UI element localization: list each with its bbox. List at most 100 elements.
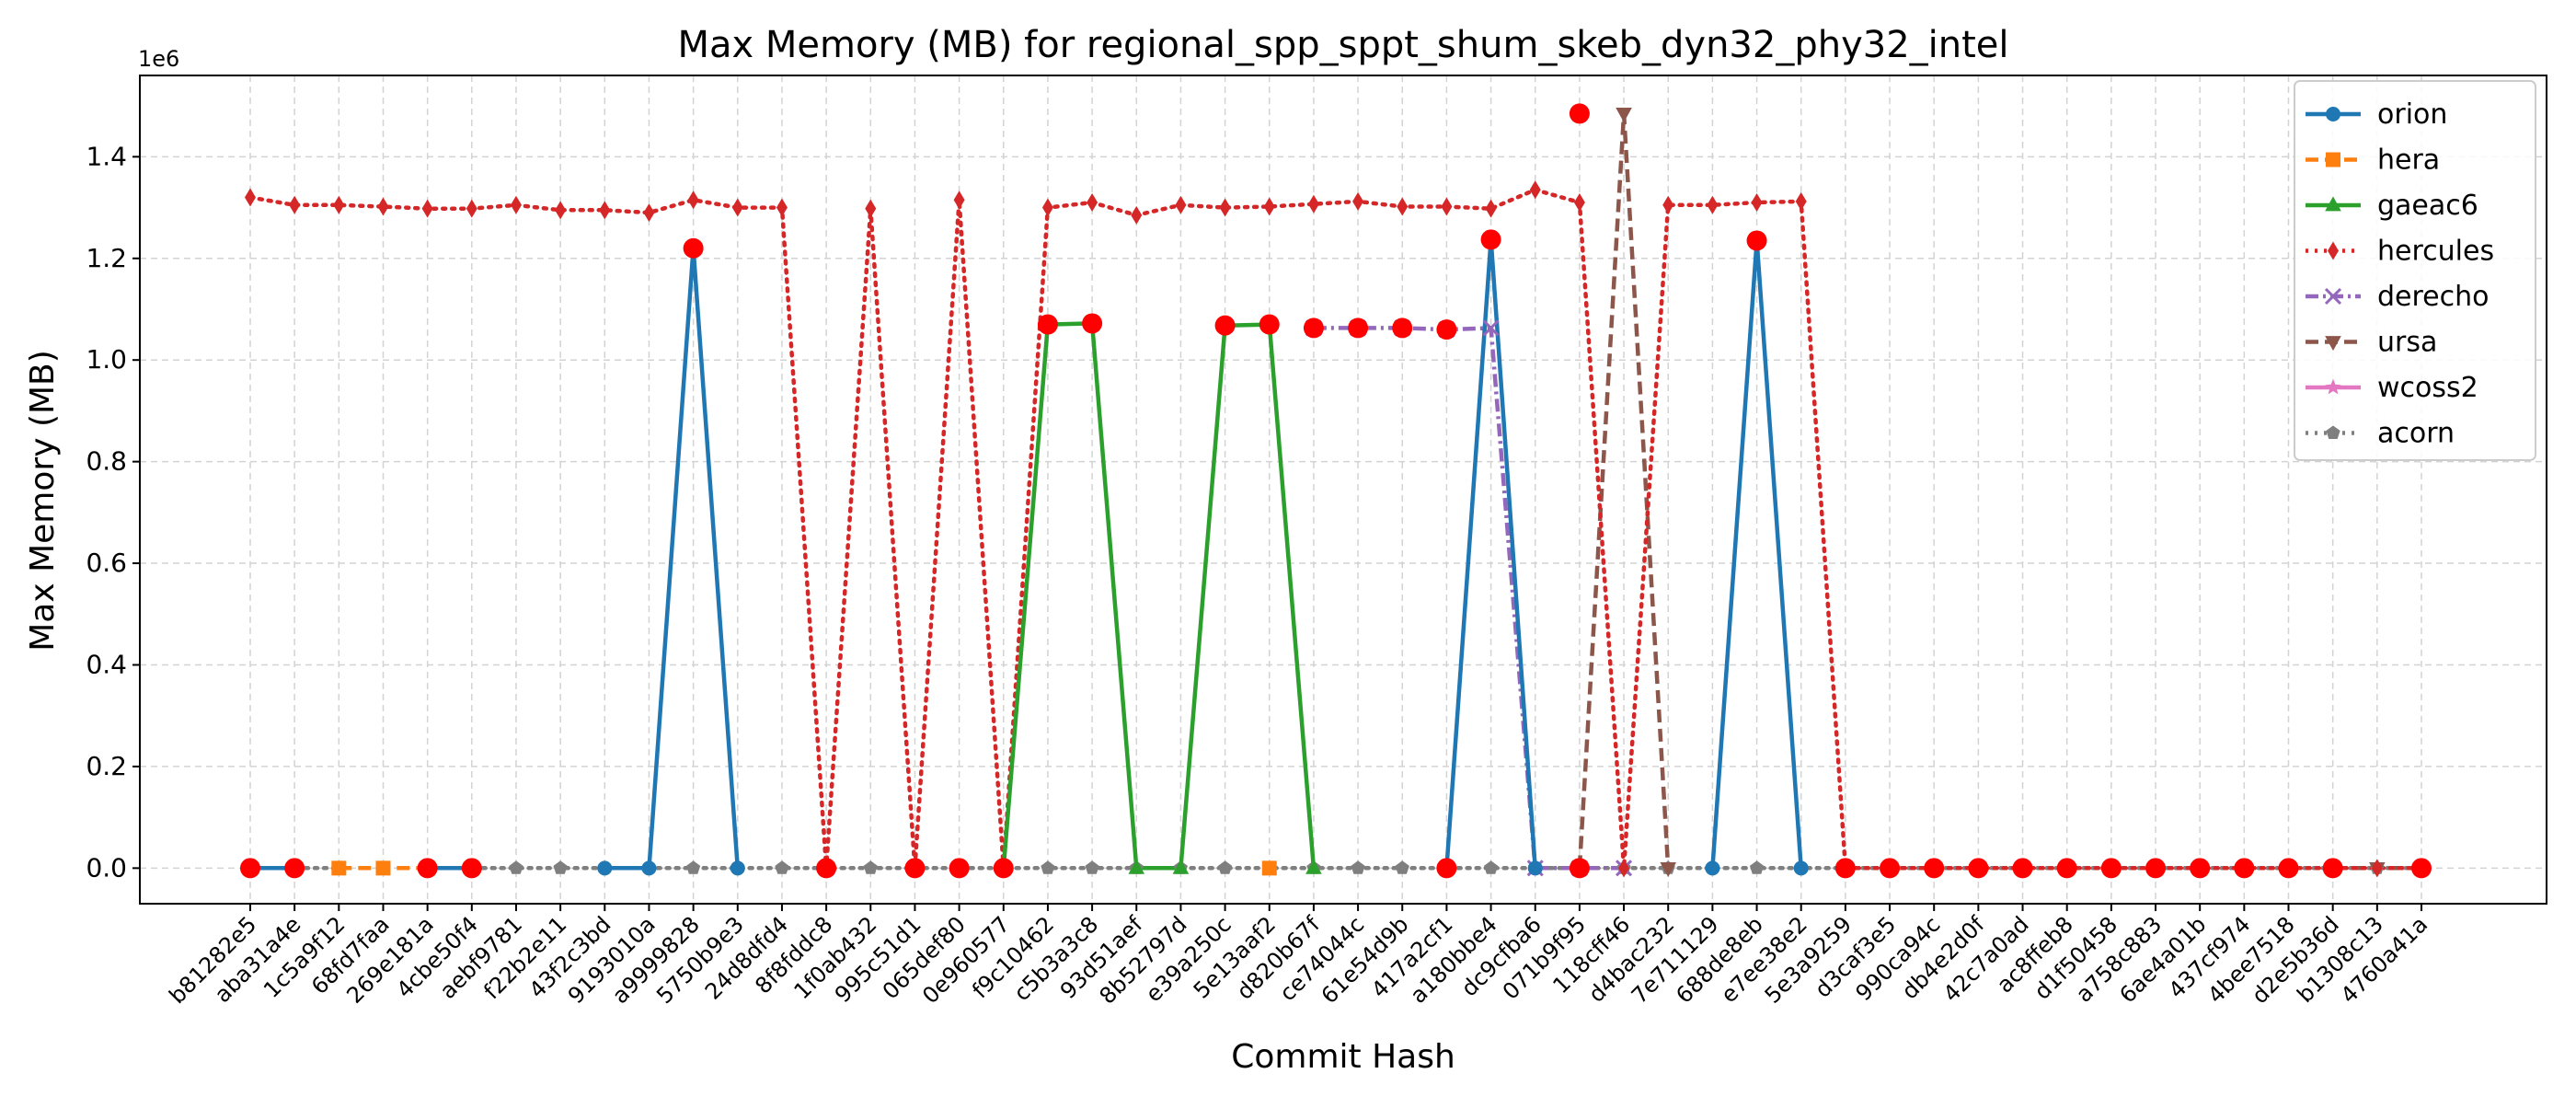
highlighted-point	[1303, 317, 1324, 339]
highlighted-point	[2234, 858, 2255, 879]
data-point-hercules	[1707, 195, 1719, 214]
data-point-hercules	[555, 201, 567, 220]
highlighted-point	[1968, 858, 1989, 879]
legend-box	[2294, 80, 2536, 461]
y-axis: 0.0 0.2 0.4 0.6 0.8 1.0 1.2 1.4	[86, 141, 140, 883]
legend-marker-wcoss2	[2325, 378, 2341, 395]
highlighted-point	[1834, 858, 1856, 879]
data-point-ursa	[1616, 108, 1632, 123]
highlighted-point	[993, 858, 1014, 879]
data-point-hera	[331, 860, 347, 876]
y-tick-label: 1.0	[86, 344, 127, 375]
y-tick-label: 0.0	[86, 852, 127, 883]
highlighted-point	[284, 858, 305, 879]
highlighted-point	[1746, 230, 1767, 251]
legend-marker-acorn	[2326, 425, 2340, 439]
plot-area-frame	[139, 75, 2547, 905]
y-tick-label: 1.2	[86, 243, 127, 273]
data-point-hercules	[1041, 198, 1053, 217]
data-point-hercules	[510, 195, 522, 214]
data-point-acorn	[1085, 860, 1099, 874]
y-tick-label: 0.4	[86, 649, 127, 679]
legend-marker-gaeac6	[2325, 196, 2341, 212]
data-point-hercules	[1263, 197, 1275, 216]
data-point-derecho	[1482, 319, 1500, 337]
highlighted-point	[683, 237, 704, 259]
series-lines	[250, 111, 2421, 871]
data-point-hercules	[1087, 193, 1098, 213]
series-line-orion	[250, 239, 2421, 868]
x-axis: b81282e5aba31a4e1c5a9f1268fd7faa269e181a…	[164, 904, 2432, 1010]
highlighted-point	[1880, 858, 1901, 879]
highlighted-point	[1392, 317, 1413, 339]
data-point-acorn	[1351, 860, 1365, 874]
data-point-acorn	[863, 860, 878, 874]
data-point-hercules	[1662, 195, 1674, 214]
highlighted-point	[904, 858, 926, 879]
x-axis-label: Commit Hash	[1231, 1038, 1455, 1076]
data-point-hercules	[289, 195, 301, 214]
series-markers	[242, 108, 2430, 878]
data-point-orion	[597, 860, 613, 876]
legend-label-derecho: derecho	[2377, 281, 2490, 313]
data-point-hercules	[466, 199, 477, 218]
y-axis-label: Max Memory (MB)	[24, 350, 62, 652]
highlighted-point	[2012, 858, 2033, 879]
highlighted-points	[240, 103, 2432, 879]
data-point-acorn	[1041, 860, 1055, 874]
data-point-hercules	[1352, 191, 1364, 211]
highlighted-point	[1924, 858, 1945, 879]
data-point-hercules	[421, 199, 433, 218]
highlighted-point	[816, 858, 837, 879]
data-point-hercules	[1529, 180, 1541, 200]
highlighted-point	[417, 858, 438, 879]
data-point-acorn	[1484, 860, 1499, 874]
legend: orion hera gaeac6 hercules derecho ursa wcoss2…	[2294, 80, 2536, 461]
data-point-orion	[641, 860, 657, 876]
highlighted-point	[1436, 858, 1457, 879]
data-point-hercules	[776, 198, 788, 217]
y-axis-offset-label: 1e6	[138, 46, 179, 72]
highlighted-point	[461, 858, 482, 879]
data-point-hercules	[1397, 197, 1409, 216]
data-point-ursa	[1660, 861, 1677, 877]
highlighted-point	[2100, 858, 2122, 879]
highlighted-point	[2056, 858, 2077, 879]
highlighted-point	[1436, 319, 1457, 340]
highlighted-point	[2145, 858, 2167, 879]
data-point-acorn	[1218, 860, 1233, 874]
legend-label-hercules: hercules	[2377, 236, 2494, 268]
highlighted-point	[2322, 858, 2343, 879]
legend-label-ursa: ursa	[2377, 327, 2437, 359]
data-point-hercules	[1175, 195, 1187, 214]
data-point-hercules	[1485, 199, 1497, 218]
data-point-hera	[375, 860, 391, 876]
highlighted-point	[240, 858, 260, 879]
highlighted-point	[1082, 313, 1103, 334]
data-point-hercules	[1219, 198, 1231, 217]
legend-label-acorn: acorn	[2377, 418, 2455, 450]
legend-marker-ursa	[2325, 336, 2341, 352]
data-point-hercules	[1307, 194, 1319, 214]
series-line-derecho	[1313, 326, 1625, 871]
data-point-hercules	[953, 190, 965, 210]
data-point-acorn	[1395, 860, 1409, 874]
highlighted-point	[949, 858, 970, 879]
grid	[140, 75, 2547, 904]
data-point-hercules	[377, 197, 389, 216]
legend-marker-hercules	[2328, 241, 2339, 260]
highlighted-point	[2190, 858, 2211, 879]
highlighted-point	[2278, 858, 2299, 879]
data-point-hercules	[731, 198, 743, 217]
data-point-hercules	[2371, 859, 2383, 878]
chart-title: Max Memory (MB) for regional_spp_sppt_sh…	[677, 24, 2008, 66]
y-tick-label: 0.6	[86, 548, 127, 578]
data-point-hercules	[865, 199, 877, 218]
y-tick-label: 1.4	[86, 141, 127, 171]
data-point-hercules	[1795, 191, 1807, 211]
data-point-acorn	[553, 860, 568, 874]
highlighted-point	[1480, 229, 1501, 250]
series-line-gaeac6	[1001, 321, 1317, 871]
highlighted-point	[1259, 314, 1280, 335]
